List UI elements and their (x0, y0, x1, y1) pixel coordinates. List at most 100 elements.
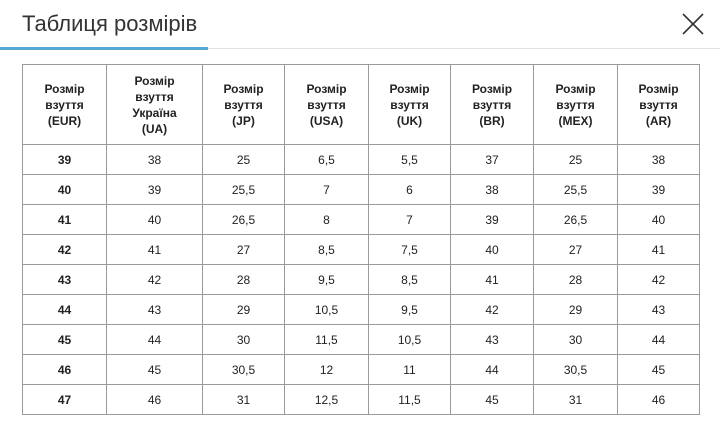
column-header-jp: Розмір взуття (JP) (202, 64, 285, 145)
table-cell-ua: 45 (106, 354, 203, 385)
table-cell-ua: 41 (106, 234, 203, 265)
table-cell-eur: 45 (22, 324, 107, 355)
table-cell-ua: 43 (106, 294, 203, 325)
table-cell-br: 39 (450, 204, 534, 235)
column-header-mex: Розмір взуття (MEX) (533, 64, 618, 145)
table-cell-br: 41 (450, 264, 534, 295)
dialog-title: Таблиця розмірів (22, 11, 198, 36)
table-cell-ar: 46 (617, 384, 700, 415)
table-cell-uk: 8,5 (368, 264, 451, 295)
table-row: 41 40 26,5 8 7 39 26,5 40 (22, 204, 700, 235)
table-cell-br: 42 (450, 294, 534, 325)
table-cell-ua: 42 (106, 264, 203, 295)
table-cell-eur: 47 (22, 384, 107, 415)
table-cell-br: 45 (450, 384, 534, 415)
table-cell-usa: 8,5 (284, 234, 369, 265)
table-cell-uk: 7 (368, 204, 451, 235)
close-button[interactable] (680, 11, 706, 37)
dialog-header: Таблиця розмірів (0, 0, 720, 50)
table-cell-usa: 6,5 (284, 144, 369, 175)
table-cell-uk: 11 (368, 354, 451, 385)
size-table: Розмір взуття (EUR) Розмір взуття Україн… (22, 64, 700, 415)
table-cell-ar: 40 (617, 204, 700, 235)
table-cell-ar: 39 (617, 174, 700, 205)
table-row: 40 39 25,5 7 6 38 25,5 39 (22, 174, 700, 205)
table-cell-br: 40 (450, 234, 534, 265)
table-cell-ua: 44 (106, 324, 203, 355)
table-cell-jp: 30 (202, 324, 285, 355)
table-cell-uk: 10,5 (368, 324, 451, 355)
table-cell-eur: 46 (22, 354, 107, 385)
table-row: 44 43 29 10,5 9,5 42 29 43 (22, 294, 700, 325)
table-cell-br: 44 (450, 354, 534, 385)
table-cell-eur: 43 (22, 264, 107, 295)
table-cell-mex: 30 (533, 324, 618, 355)
table-cell-ua: 39 (106, 174, 203, 205)
size-table-container: Розмір взуття (EUR) Розмір взуття Україн… (22, 64, 700, 415)
table-cell-ar: 45 (617, 354, 700, 385)
table-header-row: Розмір взуття (EUR) Розмір взуття Україн… (22, 64, 700, 145)
table-cell-mex: 25,5 (533, 174, 618, 205)
table-cell-ar: 42 (617, 264, 700, 295)
table-cell-jp: 27 (202, 234, 285, 265)
table-cell-br: 38 (450, 174, 534, 205)
table-cell-jp: 31 (202, 384, 285, 415)
table-cell-usa: 7 (284, 174, 369, 205)
table-cell-jp: 25 (202, 144, 285, 175)
table-cell-usa: 12 (284, 354, 369, 385)
table-body: 39 38 25 6,5 5,5 37 25 38 40 39 25,5 7 6 38 25,5 39 41 40… (22, 144, 700, 415)
table-cell-mex: 28 (533, 264, 618, 295)
table-cell-ar: 41 (617, 234, 700, 265)
column-header-usa: Розмір взуття (USA) (284, 64, 369, 145)
table-cell-mex: 25 (533, 144, 618, 175)
column-header-eur: Розмір взуття (EUR) (22, 64, 107, 145)
table-cell-mex: 27 (533, 234, 618, 265)
table-cell-ua: 46 (106, 384, 203, 415)
table-cell-ar: 44 (617, 324, 700, 355)
table-cell-uk: 7,5 (368, 234, 451, 265)
table-cell-mex: 31 (533, 384, 618, 415)
table-cell-mex: 30,5 (533, 354, 618, 385)
table-cell-eur: 40 (22, 174, 107, 205)
table-cell-uk: 11,5 (368, 384, 451, 415)
table-cell-br: 37 (450, 144, 534, 175)
table-cell-jp: 25,5 (202, 174, 285, 205)
table-row: 46 45 30,5 12 11 44 30,5 45 (22, 354, 700, 385)
table-row: 42 41 27 8,5 7,5 40 27 41 (22, 234, 700, 265)
table-cell-eur: 39 (22, 144, 107, 175)
table-row: 43 42 28 9,5 8,5 41 28 42 (22, 264, 700, 295)
table-cell-ua: 38 (106, 144, 203, 175)
table-cell-usa: 10,5 (284, 294, 369, 325)
table-cell-br: 43 (450, 324, 534, 355)
column-header-ar: Розмір взуття (AR) (617, 64, 700, 145)
table-cell-jp: 28 (202, 264, 285, 295)
table-row: 39 38 25 6,5 5,5 37 25 38 (22, 144, 700, 175)
table-cell-usa: 11,5 (284, 324, 369, 355)
table-cell-mex: 26,5 (533, 204, 618, 235)
table-cell-eur: 41 (22, 204, 107, 235)
column-header-br: Розмір взуття (BR) (450, 64, 534, 145)
column-header-ua: Розмір взуття Україна (UA) (106, 64, 203, 145)
table-cell-ua: 40 (106, 204, 203, 235)
table-cell-uk: 6 (368, 174, 451, 205)
table-cell-ar: 38 (617, 144, 700, 175)
table-cell-usa: 8 (284, 204, 369, 235)
table-cell-jp: 30,5 (202, 354, 285, 385)
table-row: 47 46 31 12,5 11,5 45 31 46 (22, 384, 700, 415)
table-cell-usa: 12,5 (284, 384, 369, 415)
table-cell-ar: 43 (617, 294, 700, 325)
table-cell-eur: 44 (22, 294, 107, 325)
table-row: 45 44 30 11,5 10,5 43 30 44 (22, 324, 700, 355)
table-cell-mex: 29 (533, 294, 618, 325)
title-underline-accent (0, 47, 208, 50)
table-cell-jp: 26,5 (202, 204, 285, 235)
column-header-uk: Розмір взуття (UK) (368, 64, 451, 145)
table-cell-uk: 9,5 (368, 294, 451, 325)
table-cell-eur: 42 (22, 234, 107, 265)
table-cell-uk: 5,5 (368, 144, 451, 175)
header-divider (0, 48, 720, 49)
close-icon (682, 13, 704, 35)
table-cell-usa: 9,5 (284, 264, 369, 295)
table-cell-jp: 29 (202, 294, 285, 325)
